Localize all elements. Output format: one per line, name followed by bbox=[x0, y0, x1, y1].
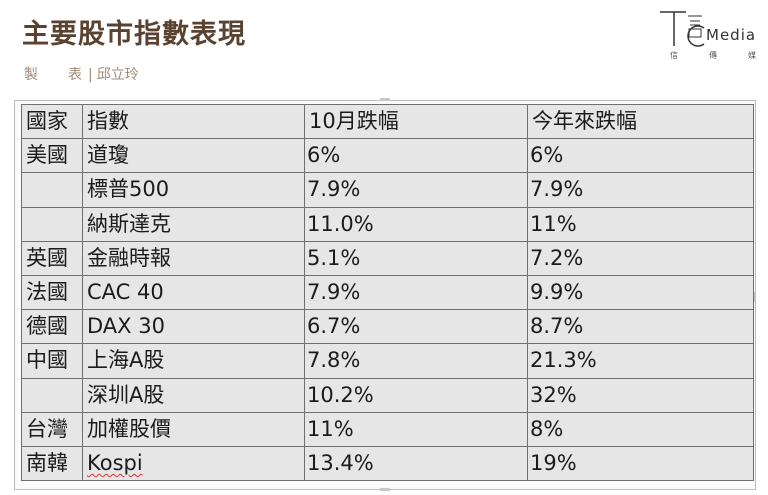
cell-index: 深圳A股 bbox=[82, 377, 305, 413]
table-row: 中國 上海A股 7.8% 21.3% bbox=[21, 343, 754, 379]
logo-subtitle: 信 傳 媒 bbox=[670, 50, 756, 61]
cell-ytd-drop: 11% bbox=[527, 206, 754, 242]
cell-october-drop: 7.9% bbox=[304, 274, 528, 311]
table-row: 德國 DAX 30 6.7% 8.7% bbox=[21, 309, 754, 345]
cell-october-drop: 11% bbox=[304, 411, 528, 447]
cell-country: 南韓 bbox=[21, 445, 83, 482]
cell-ytd-drop: 9.9% bbox=[527, 274, 754, 311]
column-header-country: 國家 bbox=[21, 103, 83, 140]
cell-country: 台灣 bbox=[21, 411, 83, 447]
logo-wordmark: Media bbox=[706, 26, 757, 44]
cell-ytd-drop: 21.3% bbox=[527, 343, 754, 379]
cell-october-drop: 5.1% bbox=[304, 240, 528, 276]
cell-index: 金融時報 bbox=[82, 240, 305, 276]
table-header-row: 國家 指數 10月跌幅 今年來跌幅 bbox=[21, 103, 754, 140]
column-header-index: 指數 bbox=[82, 103, 305, 140]
cell-index-text: Kospi bbox=[87, 450, 143, 475]
table-row: 台灣 加權股價 11% 8% bbox=[21, 411, 754, 447]
credit-label: 製表 bbox=[24, 67, 112, 83]
logo-sub-char: 信 bbox=[670, 51, 678, 60]
credit-name: 邱立玲 bbox=[96, 67, 139, 83]
page-title: 主要股市指數表現 bbox=[22, 19, 246, 50]
cell-october-drop: 13.4% bbox=[304, 445, 528, 482]
cell-country: 德國 bbox=[21, 309, 83, 345]
table-row: 美國 道瓊 6% 6% bbox=[21, 138, 754, 174]
table-row: 英國 金融時報 5.1% 7.2% bbox=[21, 240, 754, 276]
table-row: 深圳A股 10.2% 32% bbox=[21, 377, 754, 413]
column-header-october-drop: 10月跌幅 bbox=[304, 103, 528, 140]
cell-country: 美國 bbox=[21, 138, 83, 174]
table-row: 法國 CAC 40 7.9% 9.9% bbox=[21, 274, 754, 311]
cell-october-drop: 7.8% bbox=[304, 343, 528, 379]
cell-october-drop: 11.0% bbox=[304, 206, 528, 242]
cell-ytd-drop: 32% bbox=[527, 377, 754, 413]
cell-index: Kospi bbox=[82, 445, 305, 482]
table-row: 納斯達克 11.0% 11% bbox=[21, 206, 754, 242]
credit-separator: | bbox=[88, 67, 93, 83]
cell-ytd-drop: 19% bbox=[527, 445, 754, 482]
credit-line: 製表| 邱立玲 bbox=[24, 64, 139, 84]
resize-handle-bottom[interactable] bbox=[380, 488, 390, 491]
index-performance-table: 國家 指數 10月跌幅 今年來跌幅 美國 道瓊 6% 6% 標普500 7.9%… bbox=[21, 103, 754, 482]
logo-mark-icon bbox=[660, 11, 705, 47]
cell-ytd-drop: 8% bbox=[527, 411, 754, 447]
cell-country: 中國 bbox=[21, 343, 83, 379]
cell-october-drop: 6% bbox=[304, 138, 528, 174]
cell-index: CAC 40 bbox=[82, 274, 305, 311]
table-row: 標普500 7.9% 7.9% bbox=[21, 172, 754, 208]
cell-country bbox=[21, 206, 83, 242]
brand-logo: Media 信 傳 媒 bbox=[658, 6, 762, 62]
cell-country bbox=[21, 377, 83, 413]
cell-index: 加權股價 bbox=[82, 411, 305, 447]
cell-ytd-drop: 7.2% bbox=[527, 240, 754, 276]
column-header-ytd-drop: 今年來跌幅 bbox=[527, 103, 754, 140]
cell-country: 法國 bbox=[21, 274, 83, 311]
cell-country bbox=[21, 172, 83, 208]
cell-index: 上海A股 bbox=[82, 343, 305, 379]
logo-sub-char: 媒 bbox=[748, 51, 756, 60]
cell-index: DAX 30 bbox=[82, 309, 305, 345]
cell-index: 道瓊 bbox=[82, 138, 305, 174]
cell-country: 英國 bbox=[21, 240, 83, 276]
cell-october-drop: 6.7% bbox=[304, 309, 528, 345]
resize-handle-top[interactable] bbox=[380, 98, 390, 101]
cell-october-drop: 10.2% bbox=[304, 377, 528, 413]
cell-october-drop: 7.9% bbox=[304, 172, 528, 208]
cell-ytd-drop: 6% bbox=[527, 138, 754, 174]
logo-sub-char: 傳 bbox=[709, 51, 717, 60]
cell-index: 納斯達克 bbox=[82, 206, 305, 242]
table-row: 南韓 Kospi 13.4% 19% bbox=[21, 445, 754, 482]
cell-ytd-drop: 7.9% bbox=[527, 172, 754, 208]
cell-ytd-drop: 8.7% bbox=[527, 309, 754, 345]
cell-index: 標普500 bbox=[82, 172, 305, 208]
